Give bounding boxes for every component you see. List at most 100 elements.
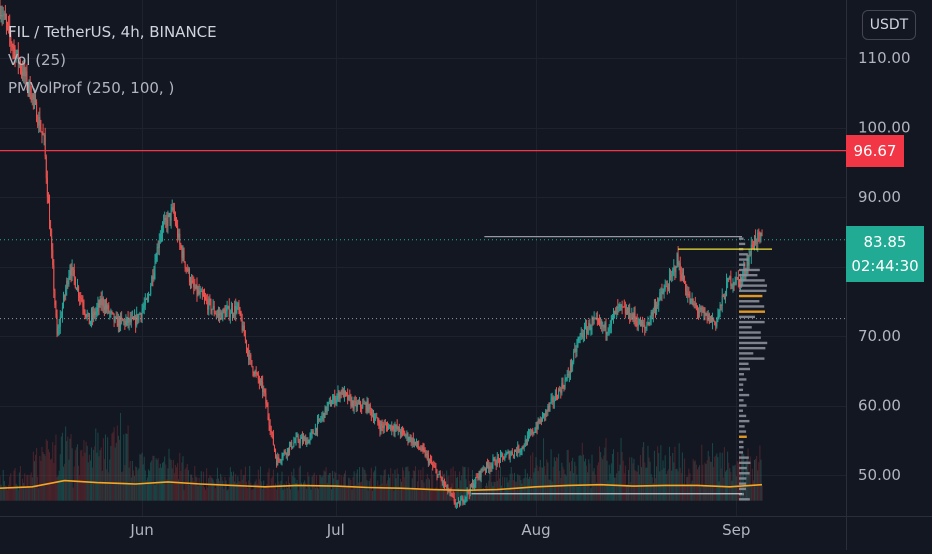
volume-bar — [293, 468, 295, 501]
candle-body — [92, 313, 94, 318]
candle-body — [745, 271, 747, 274]
volume-bar — [138, 468, 140, 501]
candle-body — [558, 389, 560, 399]
volume-bar — [513, 472, 515, 501]
candle-body — [424, 450, 426, 457]
volume-bar — [367, 490, 369, 501]
candle-body — [15, 54, 17, 61]
candle-body — [707, 313, 709, 321]
candle-body — [219, 313, 221, 316]
volume-bar — [572, 457, 574, 501]
volume-bar — [564, 474, 566, 501]
volume-bar — [714, 456, 716, 501]
volume-bar — [331, 489, 333, 501]
volume-bar — [371, 490, 373, 501]
volume-bar — [670, 456, 672, 501]
volume-bar — [508, 480, 510, 501]
candle-body — [633, 312, 635, 319]
volume-bar — [236, 482, 238, 501]
volume-bar — [337, 479, 339, 501]
candle-body — [531, 429, 533, 434]
volume-bar — [654, 478, 656, 501]
candle-body — [577, 341, 579, 346]
volume-profile — [739, 237, 768, 501]
volume-bar — [605, 438, 607, 501]
currency-badge[interactable]: USDT — [862, 10, 916, 40]
volume-bar — [204, 487, 206, 501]
volume-bar — [327, 475, 329, 501]
volume-profile-bar — [739, 399, 744, 402]
volume-bar — [241, 479, 243, 501]
volume-bar — [560, 478, 562, 501]
candle-body — [445, 485, 447, 487]
candle-body — [69, 270, 71, 277]
candle-body — [299, 438, 301, 444]
candle-body — [191, 280, 193, 285]
candle-body — [436, 469, 438, 478]
volume-bar — [624, 465, 626, 501]
volume-bar — [41, 446, 43, 501]
candle-body — [56, 315, 58, 335]
candle-body — [251, 360, 253, 367]
volume-bar — [84, 452, 86, 501]
volume-bar — [5, 486, 7, 501]
candle-body — [750, 244, 752, 256]
volume-bar — [590, 488, 592, 501]
candle-body — [670, 275, 672, 277]
candle-body — [517, 445, 519, 454]
candle-body — [153, 272, 155, 279]
candle-body — [216, 313, 218, 315]
volume-bar — [21, 486, 23, 501]
candle-body — [594, 318, 596, 320]
candle-body — [234, 306, 236, 315]
volume-indicator-label[interactable]: Vol (25) — [8, 51, 67, 69]
volume-bar — [531, 478, 533, 501]
volume-bar — [637, 465, 639, 501]
candle-body — [502, 454, 504, 457]
candle-body — [466, 490, 468, 497]
volume-bar — [169, 458, 171, 501]
candle-body — [291, 442, 293, 448]
symbol-title[interactable]: FIL / TetherUS, 4h, BINANCE — [8, 23, 217, 41]
candle-body — [501, 454, 503, 456]
candle-body — [101, 298, 103, 305]
volume-bar — [144, 470, 146, 501]
candle-body — [307, 440, 309, 444]
level-price-tag: 96.67 — [846, 135, 904, 167]
candle-body — [315, 427, 317, 432]
volume-bar — [477, 476, 479, 501]
candle-body — [480, 468, 482, 478]
candle-body — [404, 432, 406, 437]
volume-bar — [571, 461, 573, 501]
candle-body — [435, 467, 437, 470]
candle-body — [581, 333, 583, 337]
volume-bar — [554, 461, 556, 501]
volume-bar — [585, 458, 587, 501]
candle-body — [115, 316, 117, 318]
candle-body — [124, 320, 126, 326]
volume-bar — [708, 456, 710, 501]
candle-body — [350, 397, 352, 406]
candle-body — [652, 309, 654, 316]
volume-bar — [283, 483, 285, 501]
volume-bar — [29, 475, 31, 501]
volume-bar — [632, 463, 634, 501]
candle-body — [730, 276, 732, 286]
candle-body — [395, 425, 397, 428]
candle-body — [504, 457, 506, 460]
candle-body — [657, 304, 659, 306]
candle-body — [541, 414, 543, 422]
candle-body — [58, 326, 60, 328]
volume-bar — [586, 465, 588, 501]
chart-legend: FIL / TetherUS, 4h, BINANCE Vol (25) PMV… — [8, 18, 217, 102]
candle-body — [308, 439, 310, 444]
volume-bar — [614, 477, 616, 501]
volume-bar — [737, 462, 739, 501]
candle-body — [393, 429, 395, 432]
volume-bar — [392, 473, 394, 501]
volume-profile-indicator-label[interactable]: PMVolProf (250, 100, ) — [8, 79, 175, 97]
volume-bar — [715, 455, 717, 501]
candle-body — [746, 262, 748, 272]
